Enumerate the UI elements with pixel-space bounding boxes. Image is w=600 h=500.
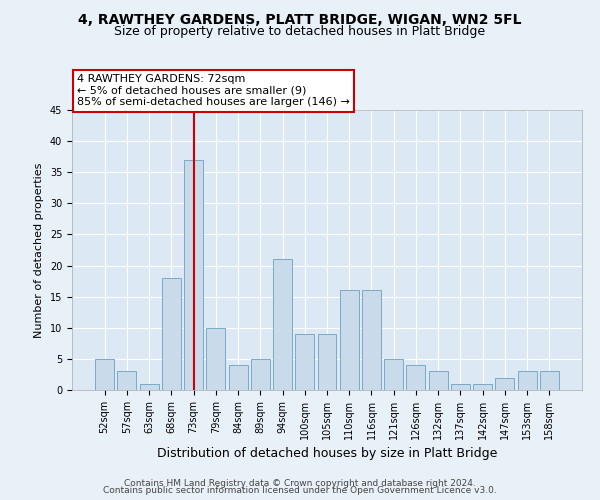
Bar — [184, 160, 203, 390]
Text: Size of property relative to detached houses in Platt Bridge: Size of property relative to detached ho… — [115, 25, 485, 38]
Bar — [95, 359, 114, 390]
Text: Contains HM Land Registry data © Crown copyright and database right 2024.: Contains HM Land Registry data © Crown c… — [124, 478, 476, 488]
Bar — [473, 384, 492, 390]
Bar — [540, 372, 559, 390]
Bar — [140, 384, 158, 390]
Text: Contains public sector information licensed under the Open Government Licence v3: Contains public sector information licen… — [103, 486, 497, 495]
Bar — [340, 290, 359, 390]
Bar — [362, 290, 381, 390]
Bar — [295, 334, 314, 390]
Bar — [118, 372, 136, 390]
X-axis label: Distribution of detached houses by size in Platt Bridge: Distribution of detached houses by size … — [157, 448, 497, 460]
Bar — [496, 378, 514, 390]
Y-axis label: Number of detached properties: Number of detached properties — [34, 162, 44, 338]
Bar — [384, 359, 403, 390]
Bar — [162, 278, 181, 390]
Bar — [317, 334, 337, 390]
Bar — [451, 384, 470, 390]
Text: 4 RAWTHEY GARDENS: 72sqm
← 5% of detached houses are smaller (9)
85% of semi-det: 4 RAWTHEY GARDENS: 72sqm ← 5% of detache… — [77, 74, 350, 107]
Bar — [206, 328, 225, 390]
Text: 4, RAWTHEY GARDENS, PLATT BRIDGE, WIGAN, WN2 5FL: 4, RAWTHEY GARDENS, PLATT BRIDGE, WIGAN,… — [78, 12, 522, 26]
Bar — [406, 365, 425, 390]
Bar — [273, 260, 292, 390]
Bar — [518, 372, 536, 390]
Bar — [251, 359, 270, 390]
Bar — [229, 365, 248, 390]
Bar — [429, 372, 448, 390]
